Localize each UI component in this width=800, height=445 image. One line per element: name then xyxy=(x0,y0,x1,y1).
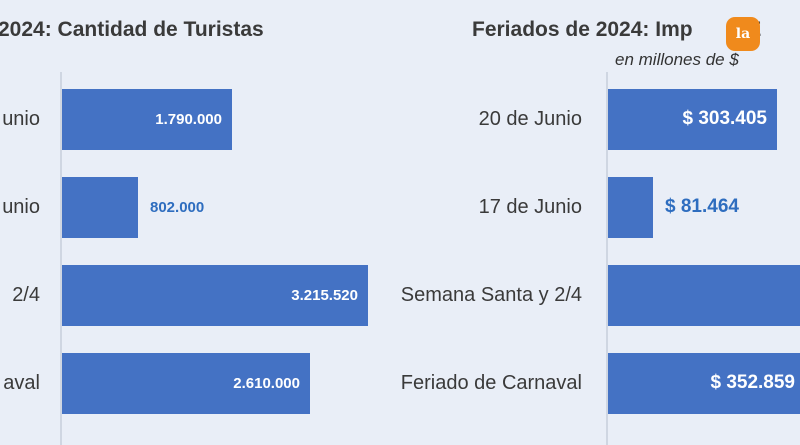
right-chart-title-main: Feriados de 2024: Imp xyxy=(472,18,693,41)
left-category-label-2: unio xyxy=(2,195,40,218)
right-category-label-3: Semana Santa y 2/4 xyxy=(400,283,582,306)
left-bar-4 xyxy=(62,353,310,414)
right-bar-1 xyxy=(608,89,777,150)
left-category-label-3: 2/4 xyxy=(12,283,40,306)
left-value-label-1: 1.790.000 xyxy=(155,110,222,128)
left-bar-3 xyxy=(62,265,368,326)
right-chart-subtitle: en millones de $ xyxy=(615,50,739,69)
left-category-label-1: unio xyxy=(2,107,40,130)
left-value-label-2: 802.000 xyxy=(150,198,205,216)
right-bar-4 xyxy=(608,353,800,414)
logo-text: la xyxy=(735,26,751,42)
left-chart-title: 2024: Cantidad de Turistas xyxy=(0,18,264,41)
brand-logo: la xyxy=(726,17,760,51)
left-chart-axis xyxy=(60,72,62,445)
right-category-label-2: 17 de Junio xyxy=(478,195,582,218)
left-value-label-3: 3.215.520 xyxy=(291,286,358,304)
right-value-label-4: $ 352.859 xyxy=(710,372,795,394)
right-value-label-1: $ 303.405 xyxy=(682,108,767,130)
left-value-label-4: 2.610.000 xyxy=(233,374,300,392)
right-chart-title: Feriados de 2024: Impo E xyxy=(472,18,761,42)
right-chart-axis xyxy=(606,72,608,445)
left-bar-1 xyxy=(62,89,232,150)
right-bar-3 xyxy=(608,265,800,326)
right-category-label-1: 20 de Junio xyxy=(478,107,582,130)
right-bar-2 xyxy=(608,177,653,238)
left-category-label-4: aval xyxy=(3,371,40,394)
right-category-label-4: Feriado de Carnaval xyxy=(400,371,582,394)
right-value-label-2: $ 81.464 xyxy=(665,196,739,218)
left-bar-2 xyxy=(62,177,138,238)
